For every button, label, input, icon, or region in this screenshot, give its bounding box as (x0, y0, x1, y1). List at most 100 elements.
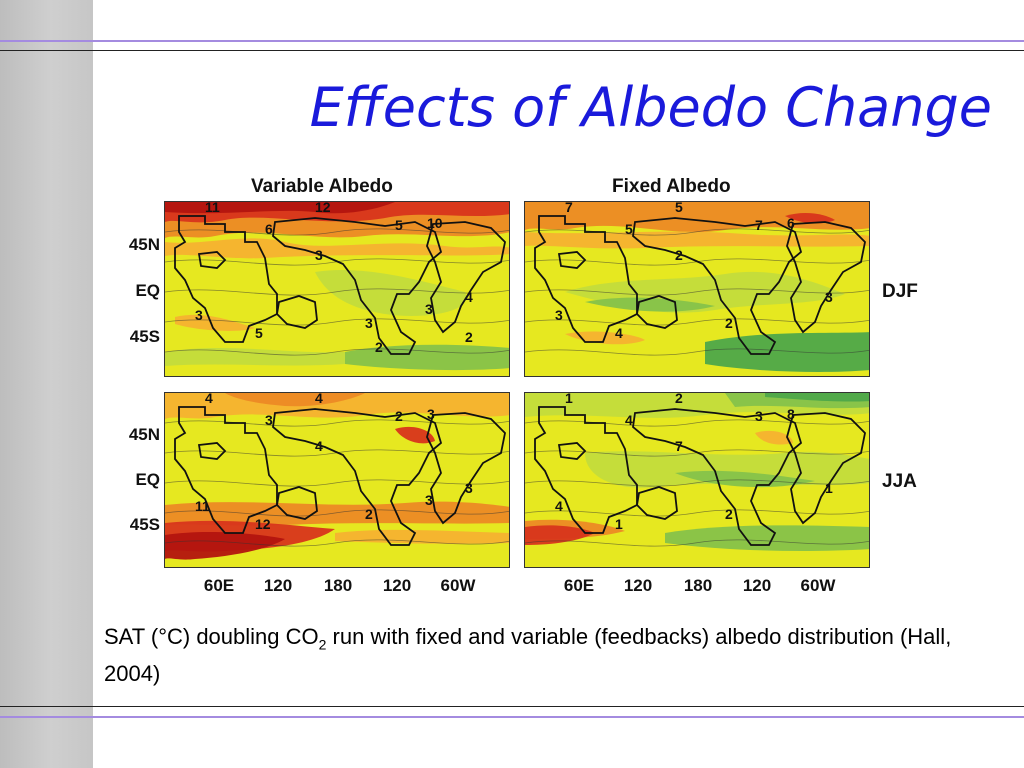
coastline (557, 251, 587, 269)
temperature-zone (755, 430, 793, 445)
contour-label: 3 (465, 480, 473, 496)
contour-label: 3 (755, 408, 763, 424)
top-purple-rule (0, 40, 1024, 42)
caption-text-2: run with fixed and variable (feedbacks) … (104, 624, 952, 687)
slide-caption: SAT (°C) doubling CO2 run with fixed and… (104, 622, 1004, 688)
contour-label: 6 (265, 221, 273, 237)
albedo-figure: Variable Albedo Fixed Albedo 45N EQ 45S … (108, 170, 928, 600)
lon-label-120: 120 (382, 576, 412, 595)
temperature-zone (175, 314, 255, 331)
temperature-zone (225, 393, 365, 407)
lat-label-45n: 45N (128, 235, 160, 254)
lat-label-45s: 45S (129, 327, 160, 346)
contour-label: 3 (555, 307, 563, 323)
coastline (197, 251, 227, 269)
contour-label: 5 (625, 221, 633, 237)
contour-label: 5 (255, 325, 263, 341)
column-title-fixed-albedo: Fixed Albedo (612, 176, 731, 197)
contour-line (525, 449, 869, 457)
contour-line (525, 539, 869, 547)
coastline (557, 442, 587, 460)
contour-label: 12 (315, 202, 331, 215)
contour-line (525, 419, 869, 427)
slide-side-bar (0, 0, 93, 768)
slide-title: Effects of Albedo Change (309, 76, 992, 139)
contour-label: 12 (255, 516, 271, 532)
lon-label-120: 120 (263, 576, 293, 595)
coastline (636, 486, 678, 520)
contour-label: 11 (205, 202, 220, 215)
contour-line (525, 258, 869, 266)
temperature-zone (765, 393, 869, 402)
coastline (636, 295, 678, 329)
lon-label-60w: 60W (440, 576, 476, 595)
contour-line (165, 539, 509, 547)
coastline (632, 217, 803, 355)
contour-label: 4 (555, 498, 563, 514)
contour-label: 4 (465, 289, 473, 305)
lon-label-60w: 60W (800, 576, 836, 595)
temperature-zone (665, 525, 869, 551)
lat-label-eq: EQ (135, 281, 160, 300)
temperature-zone (345, 344, 509, 371)
contour-label: 11 (195, 498, 210, 514)
coastline (786, 412, 866, 525)
temperature-zone (585, 297, 715, 312)
contour-label: 3 (425, 492, 433, 508)
lon-label-60e: 60E (563, 576, 595, 595)
contour-label: 3 (315, 247, 323, 263)
temperature-zone (525, 202, 869, 233)
lon-label-180: 180 (323, 576, 353, 595)
contour-label: 3 (425, 301, 433, 317)
temperature-zone (525, 231, 869, 249)
temperature-zone (395, 426, 435, 444)
contour-label: 4 (625, 412, 633, 428)
coastline (534, 406, 638, 534)
coastline (534, 215, 638, 343)
contour-line (165, 449, 509, 457)
contour-label: 1 (825, 480, 833, 496)
contour-line (525, 348, 869, 356)
temperature-zone (315, 270, 467, 316)
contour-label: 3 (265, 412, 273, 428)
contour-line (165, 318, 509, 326)
temperature-zone (705, 332, 869, 372)
contour-label: 4 (315, 393, 323, 406)
temperature-zone (525, 525, 595, 545)
map-fixed-albedo-djf: 7 5 5 7 6 2 3 4 3 2 (524, 201, 870, 377)
contour-label: 5 (395, 217, 403, 233)
contour-label: 4 (315, 438, 323, 454)
contour-label: 2 (675, 247, 683, 263)
contour-label: 3 (825, 289, 833, 305)
contour-label: 2 (725, 315, 733, 331)
temperature-zone (165, 532, 285, 560)
lat-label-45s: 45S (129, 515, 160, 534)
coastline (174, 215, 278, 343)
temperature-zone (785, 213, 835, 224)
contour-label: 2 (365, 506, 373, 522)
contour-label: 1 (615, 516, 623, 532)
contour-line (165, 258, 509, 266)
temperature-zone (335, 529, 509, 544)
contour-line (165, 288, 509, 296)
coastline (272, 408, 443, 546)
contour-label: 3 (195, 307, 203, 323)
contour-line (525, 318, 869, 326)
coastline (197, 442, 227, 460)
contour-label: 2 (725, 506, 733, 522)
coastline (786, 221, 866, 334)
map-variable-albedo-jja: 4 4 3 2 3 4 11 12 3 2 3 (164, 392, 510, 568)
top-black-rule (0, 50, 1024, 51)
temperature-zone (165, 347, 345, 366)
lat-label-eq: EQ (135, 470, 160, 489)
lon-label-120: 120 (623, 576, 653, 595)
season-label-jja: JJA (882, 471, 917, 492)
contour-label: 2 (675, 393, 683, 406)
contour-line (165, 348, 509, 356)
caption-text-1: SAT (°C) doubling CO (104, 624, 319, 649)
contour-line (165, 228, 509, 236)
coastline (174, 406, 278, 534)
contour-label: 3 (365, 315, 373, 331)
contour-label: 1 (565, 393, 573, 406)
contour-label: 8 (787, 406, 795, 422)
